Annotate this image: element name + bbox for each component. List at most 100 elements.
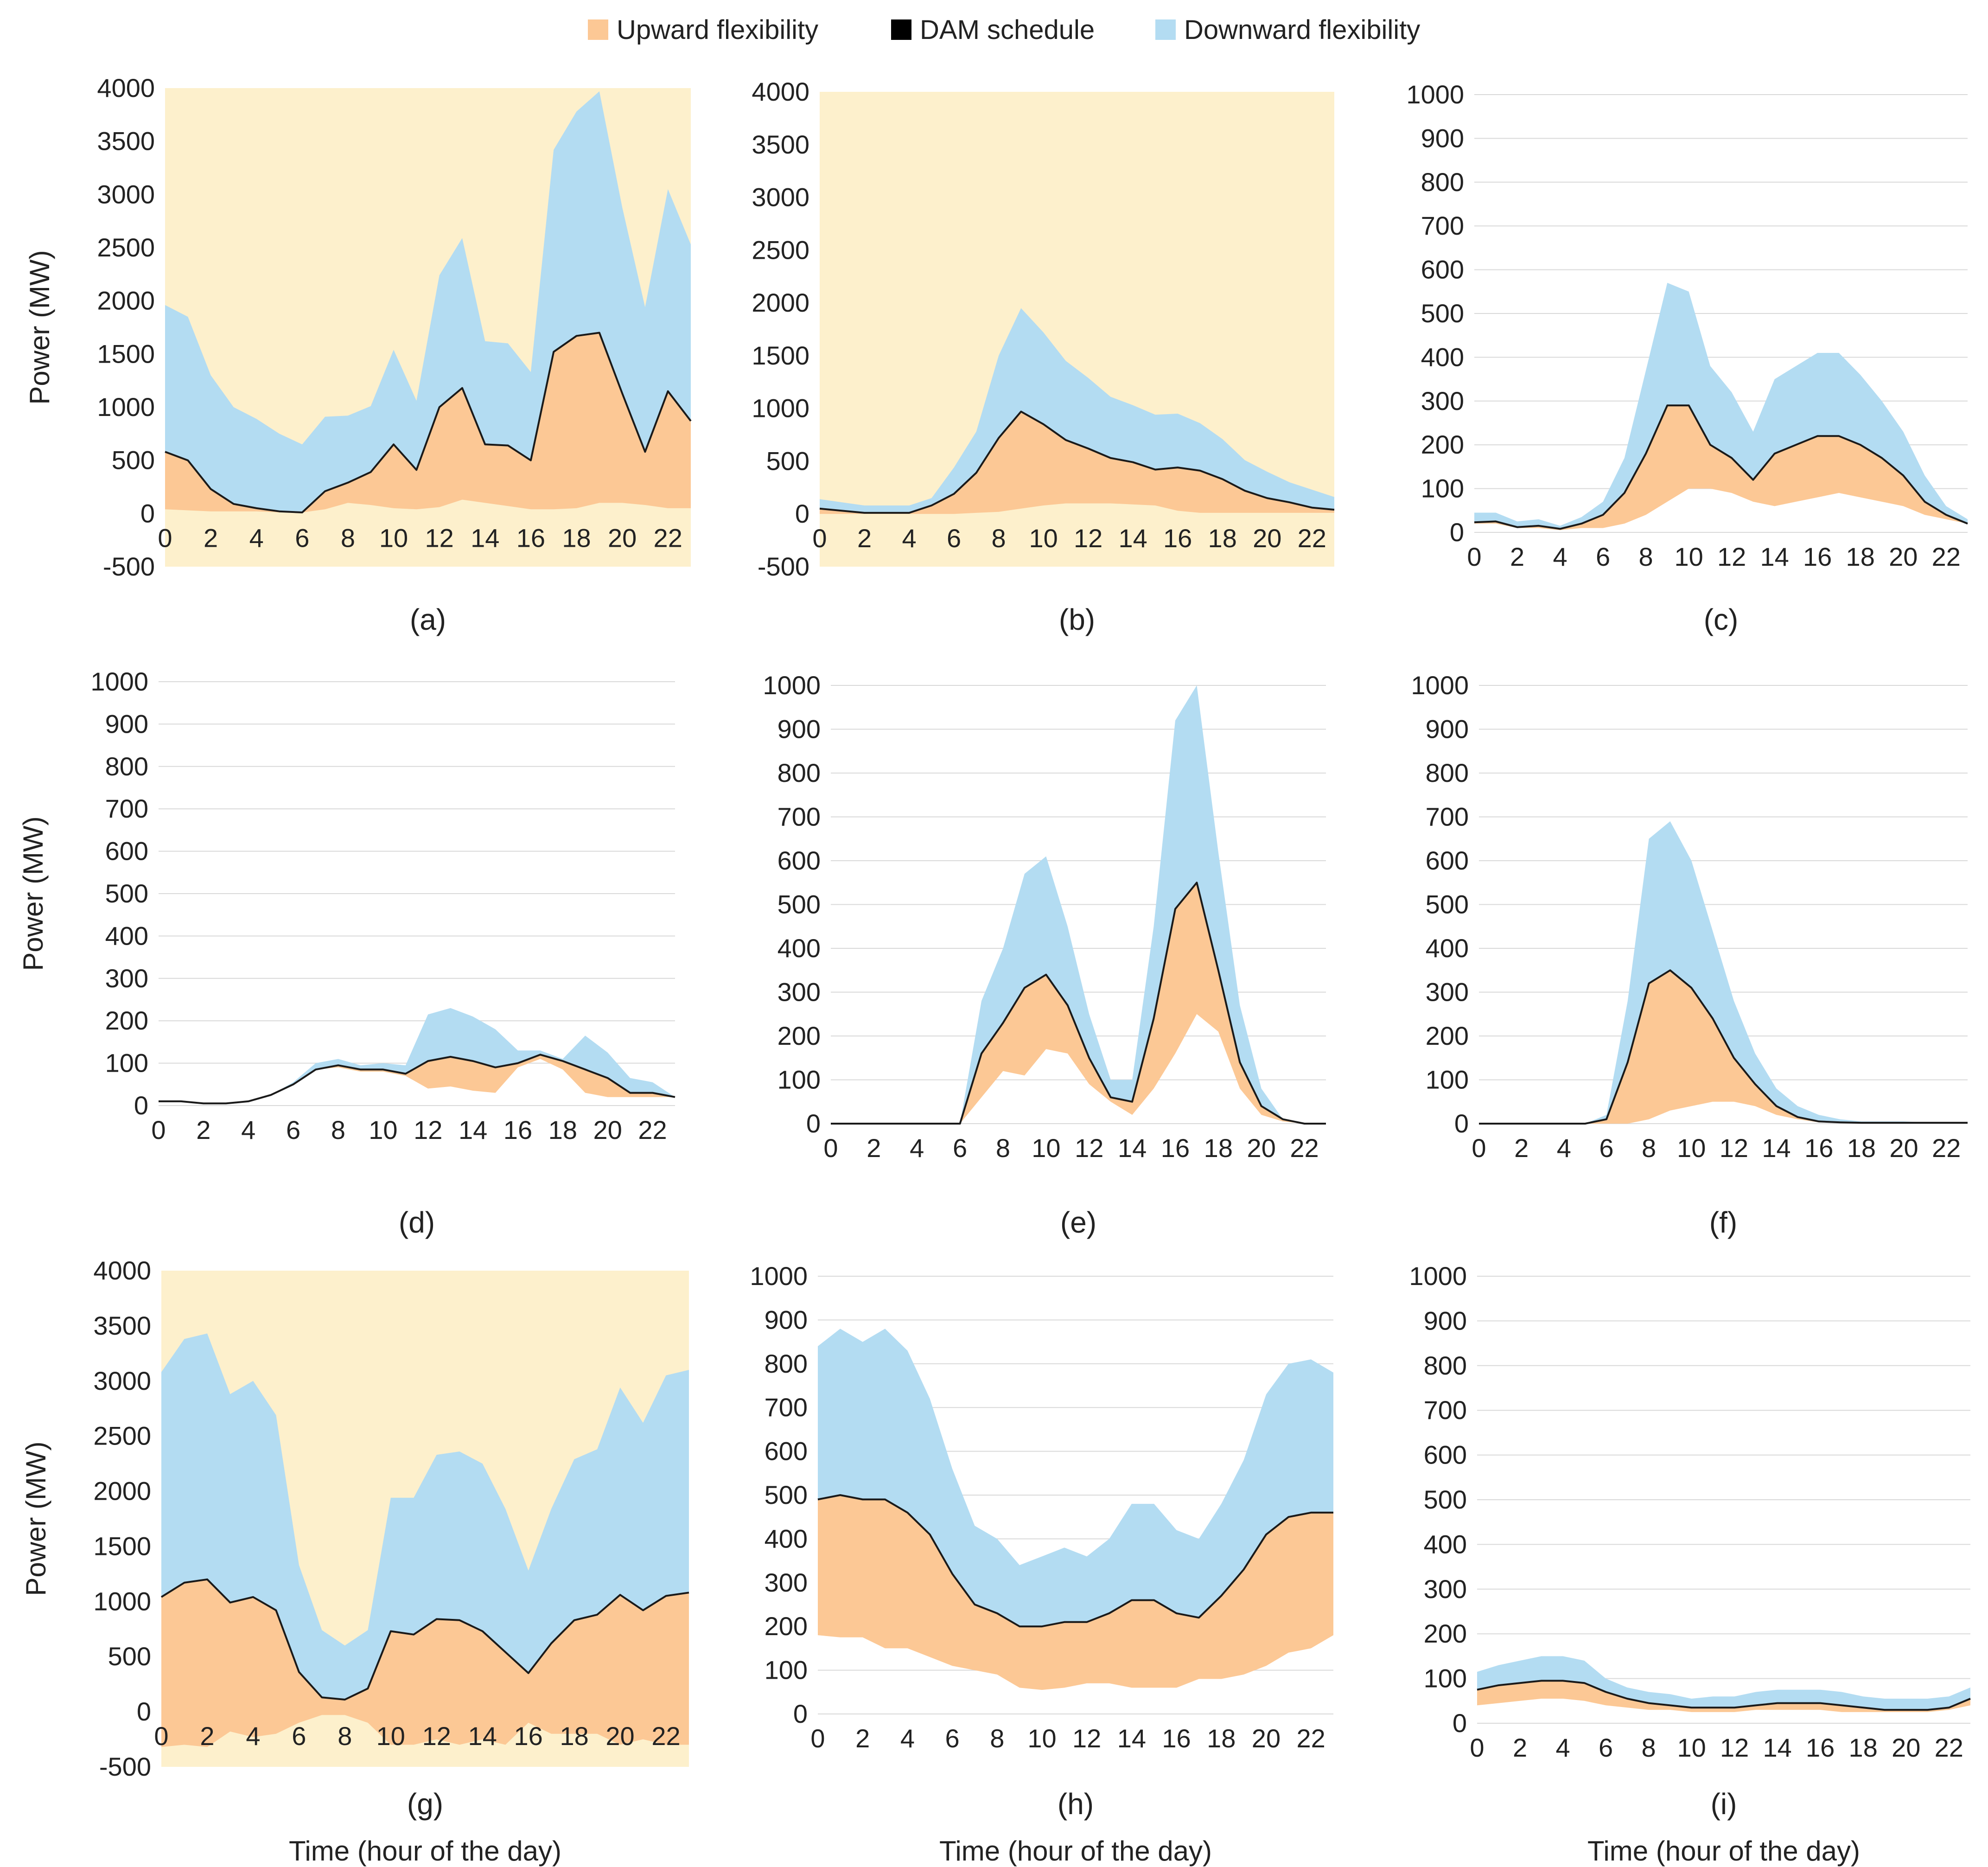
panel-caption: (g) [407,1787,443,1821]
x-tick-label: 22 [1297,1724,1325,1753]
y-axis-label: Power (MW) [18,816,49,971]
x-tick-label: 10 [1674,542,1703,571]
dam-schedule-line [160,1578,689,1701]
x-tick-label: 0 [158,523,172,552]
x-tick-label: 16 [1163,524,1192,553]
y-tick-label: 3500 [93,1311,151,1340]
x-tick-label: 12 [1720,1733,1749,1762]
y-tick-label: 200 [105,1006,148,1035]
x-tick-label: 0 [812,524,827,553]
y-tick-label: 500 [765,1480,808,1509]
x-tick-label: 20 [1252,1724,1281,1753]
y-tick-label: 400 [1421,342,1464,371]
x-tick-label: 6 [1599,1733,1613,1762]
y-tick-label: 500 [105,879,148,908]
x-tick-label: 8 [1639,542,1653,571]
y-tick-label: 900 [1426,715,1469,744]
y-tick-label: 500 [1426,890,1469,919]
y-tick-label: 100 [765,1656,808,1685]
legend-swatch-upward [588,19,608,40]
x-tick-label: 16 [1804,1133,1833,1163]
panel-caption: (c) [1704,603,1739,636]
x-tick-label: 4 [246,1721,260,1751]
y-tick-label: 300 [105,964,148,993]
panel-caption: (e) [1060,1206,1096,1239]
x-tick-label: 0 [1472,1133,1486,1163]
y-tick-label: 500 [1421,299,1464,328]
y-tick-label: 900 [777,715,821,744]
y-tick-label: -500 [103,552,155,581]
upward-flexibility-area [161,1579,689,1747]
y-tick-label: 1000 [1409,1261,1467,1291]
x-tick-label: 16 [1806,1733,1835,1762]
x-tick-label: 8 [996,1133,1010,1163]
panel-caption: (b) [1059,603,1095,636]
x-tick-label: 4 [1557,1133,1571,1163]
x-tick-label: 6 [295,523,309,552]
y-tick-label: 700 [105,794,148,823]
downward-flexibility-area [159,1008,675,1104]
x-tick-label: 20 [1892,1733,1920,1762]
x-tick-label: 6 [945,1724,960,1753]
x-tick-label: 4 [1555,1733,1570,1762]
x-tick-label: 8 [341,523,355,552]
y-tick-label: 100 [1421,474,1464,503]
x-tick-label: 22 [1290,1133,1319,1163]
x-tick-label: 0 [154,1721,168,1751]
x-tick-label: 20 [1253,524,1281,553]
y-tick-label: 1500 [752,341,809,370]
downward-flexibility-area [165,91,691,512]
y-tick-label: 400 [1424,1529,1467,1559]
panel-caption: (a) [410,603,446,636]
y-tick-label: 4000 [97,73,155,102]
y-tick-label: 0 [793,1699,808,1728]
y-tick-label: 900 [765,1305,808,1334]
x-tick-label: 14 [1760,542,1789,571]
x-tick-label: 6 [953,1133,967,1163]
y-tick-label: 0 [1453,1708,1467,1738]
x-tick-label: 4 [1553,542,1567,571]
x-tick-label: 16 [516,523,545,552]
x-tick-label: 12 [425,523,454,552]
x-tick-label: 14 [1762,1133,1790,1163]
x-tick-label: 8 [1642,1733,1656,1762]
y-tick-label: 200 [765,1611,808,1641]
y-tick-label: 3000 [93,1366,151,1395]
legend-swatch-downward [1155,19,1176,40]
y-tick-label: 500 [112,446,155,475]
y-tick-label: 500 [777,890,821,919]
x-tick-label: 20 [593,1115,622,1144]
x-tick-label: 10 [1032,1133,1060,1163]
y-tick-label: 3500 [97,127,155,156]
y-tick-label: 2500 [752,235,809,264]
y-tick-label: 100 [1424,1664,1467,1693]
x-tick-label: 0 [1470,1733,1484,1762]
y-tick-label: 1000 [1406,80,1464,109]
downward-flexibility-area [831,685,1326,1124]
panel-caption: (i) [1711,1787,1737,1821]
legend-label-dam: DAM schedule [920,15,1095,45]
x-tick-label: 14 [1119,524,1147,553]
y-tick-label: 0 [795,499,809,528]
y-tick-label: 700 [777,802,821,831]
x-tick-label: 18 [562,523,591,552]
x-tick-label: 6 [1599,1133,1613,1163]
y-tick-label: 1000 [752,394,809,423]
y-tick-label: 400 [777,934,821,963]
y-tick-label: 0 [134,1091,148,1120]
x-tick-label: 0 [151,1115,166,1144]
y-tick-label: 300 [1421,386,1464,416]
y-tick-label: 500 [766,446,809,475]
y-tick-label: 900 [1421,123,1464,153]
x-tick-label: 2 [857,524,872,553]
x-tick-label: 18 [560,1721,588,1751]
y-tick-label: 0 [806,1109,821,1138]
y-tick-label: 600 [1426,846,1469,875]
y-tick-label: 900 [105,709,148,738]
y-tick-label: 600 [105,837,148,866]
